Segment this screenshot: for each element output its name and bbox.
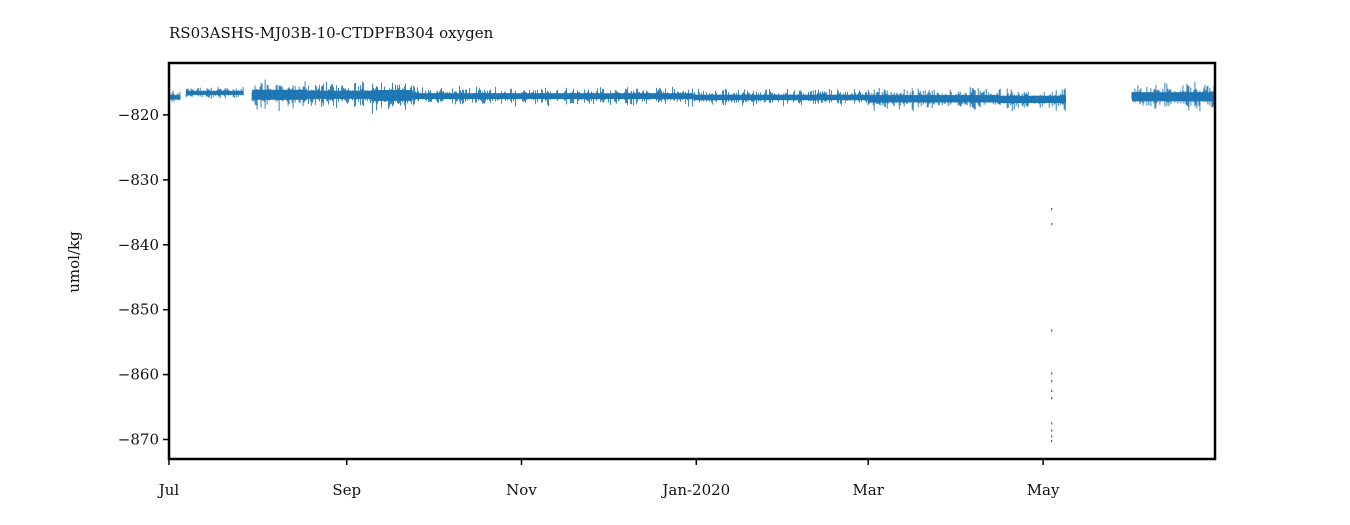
outlier-point (1051, 380, 1053, 383)
data-band (306, 90, 373, 99)
data-segment (372, 82, 413, 114)
data-segment (168, 90, 181, 102)
data-noise-strokes (306, 81, 373, 108)
data-segment (1131, 81, 1215, 112)
data-noise-strokes (185, 86, 244, 99)
outlier-point (1051, 372, 1053, 375)
data-noise-strokes (412, 85, 694, 107)
data-points-layer (168, 79, 1215, 442)
outlier-point (1051, 329, 1053, 332)
x-tick-label: May (1027, 481, 1060, 499)
data-segment (412, 85, 694, 107)
outlier-point (1051, 389, 1053, 392)
outlier-point (1051, 223, 1053, 226)
data-noise-strokes (372, 82, 412, 114)
data-segment (692, 88, 869, 107)
data-segment (867, 87, 998, 112)
data-band (693, 94, 869, 101)
data-segment (185, 86, 244, 99)
data-band (169, 95, 181, 100)
data-noise-strokes (692, 88, 867, 107)
x-tick-label: Jul (157, 481, 180, 499)
x-tick-label: Sep (332, 481, 361, 499)
y-axis-label: umol/kg (65, 231, 83, 293)
data-noise-strokes (996, 88, 1066, 112)
x-tick-label: Nov (506, 481, 537, 499)
data-noise-strokes (1131, 81, 1215, 112)
data-noise-strokes (251, 79, 306, 112)
outlier-point (1051, 439, 1053, 442)
outlier-point (1051, 422, 1053, 425)
data-band (412, 93, 694, 100)
y-tick-label: −820 (118, 106, 159, 124)
axis-ticks-layer: −820 −830 −840 −850 −860 −870 Jul Sep Nov Jan-202… (118, 106, 1060, 499)
data-segment (306, 81, 373, 108)
y-tick-label: −850 (118, 301, 159, 319)
outlier-point (1051, 435, 1053, 438)
plot-area-frame (167, 61, 1217, 461)
y-tick-label: −860 (118, 366, 159, 384)
data-segment (251, 79, 307, 112)
data-band (997, 95, 1066, 103)
data-band (868, 95, 998, 103)
y-tick-label: −840 (118, 236, 159, 254)
y-tick-label: −870 (118, 431, 159, 449)
y-tick-label: −830 (118, 171, 159, 189)
outlier-point (1051, 397, 1053, 400)
data-noise-strokes (867, 87, 997, 112)
x-tick-label: Jan-2020 (660, 481, 730, 499)
outlier-point (1051, 208, 1053, 211)
data-band (1131, 92, 1215, 102)
chart-title: RS03ASHS-MJ03B-10-CTDPFB304 oxygen (169, 24, 494, 42)
outlier-point (1051, 429, 1053, 432)
data-segment (996, 88, 1066, 112)
x-tick-label: Mar (852, 481, 884, 499)
